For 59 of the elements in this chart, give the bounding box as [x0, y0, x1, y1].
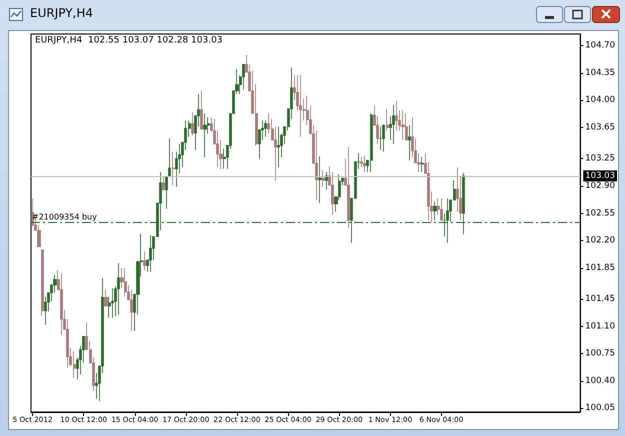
candlestick: [130, 289, 133, 332]
candlestick: [149, 234, 152, 272]
y-tick-label: 103.65: [585, 122, 616, 133]
candlestick: [325, 172, 328, 190]
candlestick: [165, 176, 168, 209]
candlestick: [143, 251, 146, 271]
candlestick: [347, 146, 350, 228]
candlestick: [242, 64, 245, 90]
y-tick-label: 104.70: [585, 40, 616, 51]
candlestick: [318, 156, 322, 204]
candlestick: [401, 110, 405, 140]
candlestick: [44, 296, 47, 326]
candlestick: [111, 288, 114, 318]
candlestick: [60, 272, 63, 336]
candlestick: [191, 112, 194, 136]
candlestick: [73, 350, 76, 378]
candlestick: [203, 113, 207, 158]
y-tick-label: 100.75: [585, 348, 616, 359]
y-tick-label: 102.90: [585, 180, 616, 191]
y-tick-label: 104.35: [585, 68, 616, 78]
chart-title: EURJPY,H4: [30, 6, 94, 20]
candlestick: [172, 151, 175, 186]
candlestick: [360, 156, 363, 168]
annotation: EURJPY,H4 102.55 103.07 102.28 103.03: [35, 36, 223, 46]
candlestick: [322, 170, 325, 188]
candlestick: [200, 90, 203, 130]
candlestick: [168, 138, 171, 178]
candlestick: [299, 74, 302, 138]
candlestick: [405, 113, 408, 140]
candlestick: [421, 156, 424, 172]
y-tick-label: 104.00: [585, 95, 616, 106]
y-tick-label: 103.25: [585, 154, 616, 164]
y-tick-label: 100.40: [585, 376, 616, 386]
candlestick: [162, 176, 165, 190]
y-tick-label: 101.45: [585, 294, 616, 304]
candlestick: [117, 262, 120, 315]
candlestick: [223, 148, 226, 170]
candlestick: [382, 124, 385, 152]
y-tick-label: 101.85: [585, 262, 616, 273]
y-tick-label: 100.05: [585, 403, 616, 414]
candlestick: [41, 249, 44, 317]
y-tick-label: 102.20: [585, 236, 616, 246]
y-tick-label: 102.55: [585, 208, 616, 218]
candlestick: [379, 126, 382, 151]
candlestick: [408, 124, 411, 161]
candlestick: [31, 198, 34, 227]
candlestick: [363, 155, 366, 172]
candlestick: [395, 100, 398, 132]
ref-line-label: #21009354 buy: [32, 212, 98, 222]
candlestick: [386, 108, 389, 132]
candlestick: [370, 113, 373, 172]
candlestick: [392, 104, 395, 144]
candlestick: [440, 198, 443, 221]
candlestick: [104, 289, 108, 306]
ref-line-label: 103.03: [585, 170, 616, 181]
y-tick-label: 101.10: [585, 321, 616, 332]
candlestick: [277, 126, 280, 168]
candlestick: [124, 267, 127, 298]
candlestick: [264, 120, 267, 138]
